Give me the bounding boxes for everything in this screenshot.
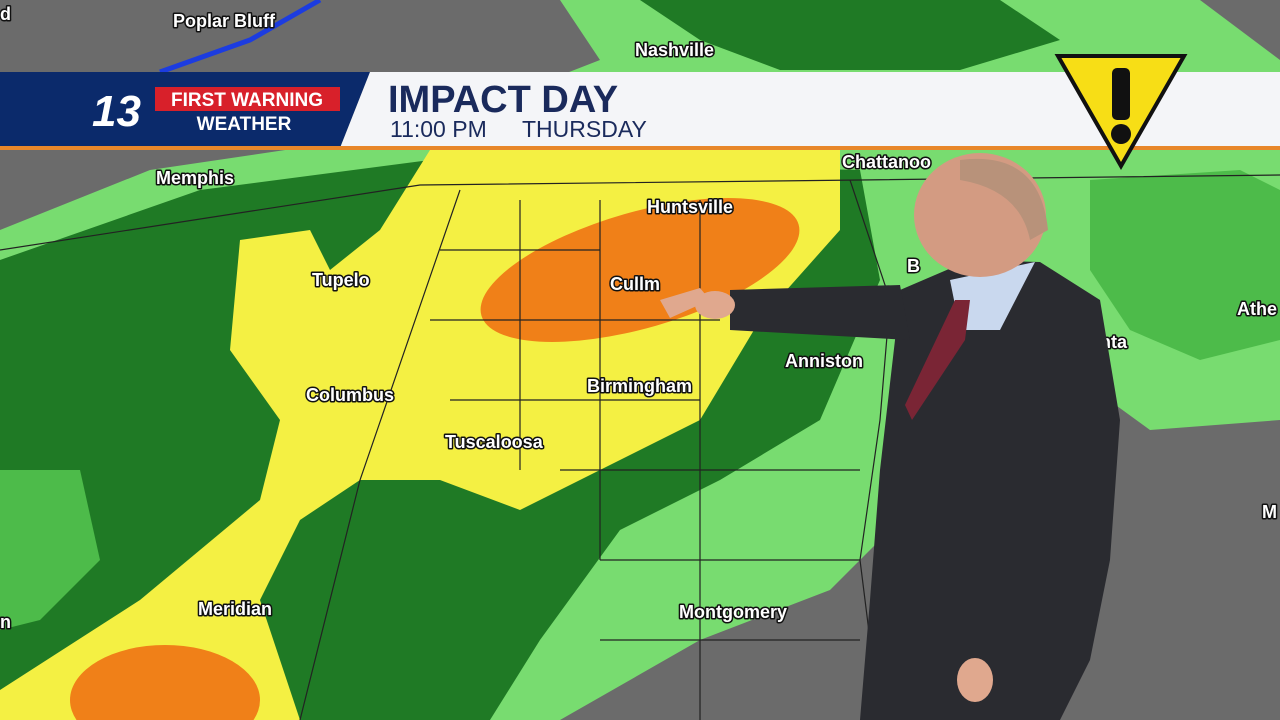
brand-sublabel: WEATHER bbox=[197, 114, 292, 135]
city-label: Tupelo bbox=[312, 270, 370, 290]
city-label: Chattanoo bbox=[842, 152, 931, 172]
city-label: Poplar Bluff bbox=[173, 11, 276, 31]
header-banner: 13 FIRST WARNING WEATHER IMPACT DAY 11:0… bbox=[0, 72, 1280, 150]
header-day: THURSDAY bbox=[522, 116, 647, 142]
front-line bbox=[159, 0, 322, 75]
channel-number: 13 bbox=[92, 87, 141, 136]
city-label: Nashville bbox=[635, 40, 714, 60]
rain-moderate bbox=[0, 470, 100, 630]
warning-icon bbox=[1054, 54, 1188, 171]
city-label: Cullm bbox=[610, 274, 660, 294]
rain-moderate bbox=[1090, 170, 1280, 360]
presenter bbox=[660, 153, 1120, 720]
city-labels: d Poplar Bluff Nashville Memphis Chattan… bbox=[0, 3, 1279, 634]
county-lines bbox=[0, 174, 1280, 720]
city-label: Huntsville bbox=[647, 197, 733, 217]
city-label: Columbus bbox=[306, 385, 394, 405]
city-label: Memphis bbox=[156, 168, 234, 188]
brand-label: FIRST WARNING bbox=[171, 90, 323, 111]
header-time: 11:00 PM bbox=[390, 116, 487, 142]
rain-heavy bbox=[640, 0, 1060, 70]
severe-zone bbox=[70, 645, 260, 720]
city-label: Tuscaloosa bbox=[445, 432, 544, 452]
city-label: Anniston bbox=[785, 351, 863, 371]
header-title: IMPACT DAY bbox=[388, 79, 618, 121]
city-label: Birmingham bbox=[587, 376, 692, 396]
severe-zone bbox=[480, 198, 800, 342]
city-label: B bbox=[907, 256, 920, 276]
city-label: d bbox=[0, 4, 11, 24]
city-label: Athe bbox=[1237, 299, 1277, 319]
city-label: M bbox=[1262, 502, 1277, 522]
city-label: Meridian bbox=[198, 599, 272, 619]
city-label: n bbox=[0, 612, 11, 632]
city-label: Montgomery bbox=[679, 602, 787, 622]
